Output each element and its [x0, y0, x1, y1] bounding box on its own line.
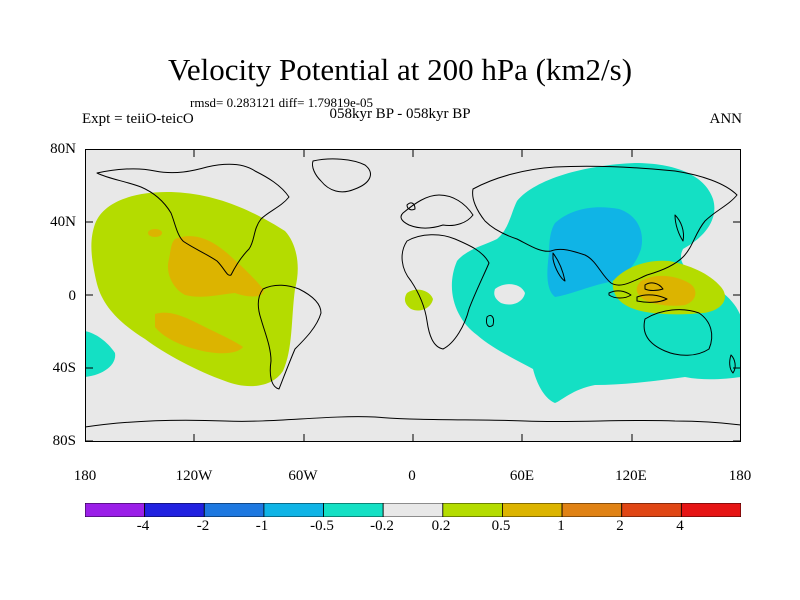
- colorbar-label: 0.5: [491, 518, 511, 534]
- lat-tick-label: 80S: [52, 433, 76, 449]
- colorbar-box: [442, 503, 503, 517]
- colorbar-box: [680, 503, 741, 517]
- lon-tick-label: 60E: [509, 468, 535, 484]
- lat-tick-label: 80N: [50, 141, 76, 157]
- lon-tick-label: 0: [408, 468, 416, 484]
- lon-tick-label: 120E: [615, 468, 647, 484]
- colorbar-box: [621, 503, 682, 517]
- lat-tick-label: 40S: [52, 360, 76, 376]
- colorbar: [85, 503, 741, 517]
- colorbar-box: [203, 503, 265, 517]
- coastlines: [85, 158, 741, 428]
- colorbar-label: 1: [557, 518, 565, 534]
- velocity-potential-map: [85, 149, 741, 442]
- colorbar-box: [263, 503, 324, 517]
- colorbar-box: [561, 503, 623, 517]
- colorbar-box: [85, 503, 146, 517]
- colorbar-label: -4: [136, 518, 150, 534]
- moderate-anomaly-region-americas: [167, 236, 264, 297]
- colorbar-label: 0.2: [431, 518, 451, 534]
- positive-anomaly-region-atlantic: [404, 289, 433, 311]
- colorbar-label: 2: [616, 518, 624, 534]
- season-label: ANN: [709, 111, 743, 127]
- negative-anomaly-region-sw-pacific: [85, 331, 116, 377]
- lon-tick-label: 180: [728, 468, 752, 484]
- moderate-anomaly-spot: [148, 229, 162, 237]
- colorbar-box: [323, 503, 384, 517]
- lon-tick-label: 60W: [288, 468, 318, 484]
- lat-tick-label: 40N: [50, 214, 76, 230]
- tick-marks: [85, 149, 741, 442]
- chart-title: Velocity Potential at 200 hPa (km2/s): [167, 52, 633, 87]
- lon-tick-label: 180: [73, 468, 97, 484]
- colorbar-label: -0.5: [310, 518, 334, 534]
- experiment-label: Expt = teiiO-teicO: [82, 111, 194, 127]
- colorbar-label: -1: [255, 518, 269, 534]
- colorbar-label: 4: [676, 518, 684, 534]
- colorbar-label: -2: [196, 518, 210, 534]
- colorbar-box: [144, 503, 205, 517]
- negative-anomaly-region-asia: [547, 207, 643, 297]
- lat-tick-label: 0: [68, 288, 77, 304]
- colorbar-box: [502, 503, 563, 517]
- lon-tick-label: 120W: [175, 468, 213, 484]
- colorbar-label: -0.2: [370, 518, 394, 534]
- period-label: 058kyr BP - 058kyr BP: [329, 106, 471, 122]
- colorbar-box: [382, 503, 444, 517]
- moderate-anomaly-region-south-pacific: [155, 312, 243, 354]
- stats-label: rmsd= 0.283121 diff= 1.79819e-05: [190, 95, 374, 110]
- neutral-hole-africa: [494, 284, 525, 305]
